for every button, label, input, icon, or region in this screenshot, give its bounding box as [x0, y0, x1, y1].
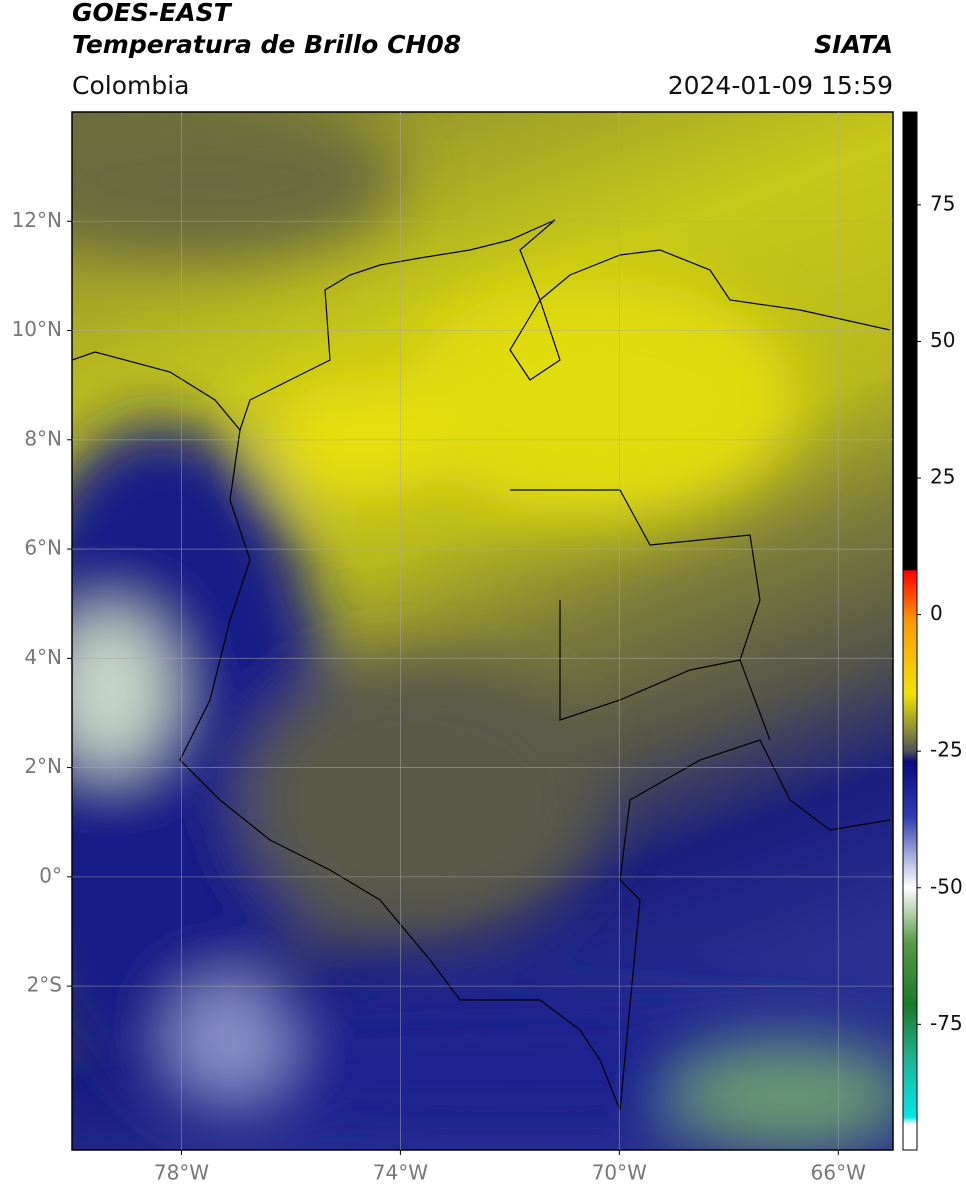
datetime: 2024-01-09 15:59 — [668, 71, 893, 100]
colorbar-tick-label: 50 — [930, 328, 955, 352]
colorbar-tick-label: 0 — [930, 601, 943, 625]
y-tick-label: 0° — [39, 863, 62, 887]
colorbar-tick-label: -25 — [930, 738, 963, 762]
source: SIATA — [814, 30, 893, 59]
x-tick-label: 74°W — [373, 1161, 428, 1185]
x-tick-label: 78°W — [154, 1161, 209, 1185]
y-tick-label: 4°N — [24, 645, 62, 669]
y-tick-label: 12°N — [12, 208, 62, 232]
y-tick-label: 10°N — [12, 317, 62, 341]
title: GOES-EAST — [72, 0, 233, 27]
satellite-image — [72, 112, 893, 1150]
subtitle: Temperatura de Brillo CH08 — [72, 30, 461, 59]
region: Colombia — [72, 71, 189, 100]
colorbar — [902, 111, 918, 1151]
y-tick-label: 2°S — [27, 973, 62, 997]
x-tick-label: 66°W — [811, 1161, 866, 1185]
colorbar-tick-label: 75 — [930, 191, 955, 215]
y-tick-label: 8°N — [24, 426, 62, 450]
x-tick-label: 70°W — [592, 1161, 647, 1185]
colorbar-tick-label: -50 — [930, 874, 963, 898]
y-tick-label: 6°N — [24, 536, 62, 560]
map-frame — [71, 111, 894, 1151]
colorbar-tick-label: -75 — [930, 1011, 963, 1035]
colorbar-tick-label: 25 — [930, 465, 955, 489]
y-tick-label: 2°N — [24, 754, 62, 778]
